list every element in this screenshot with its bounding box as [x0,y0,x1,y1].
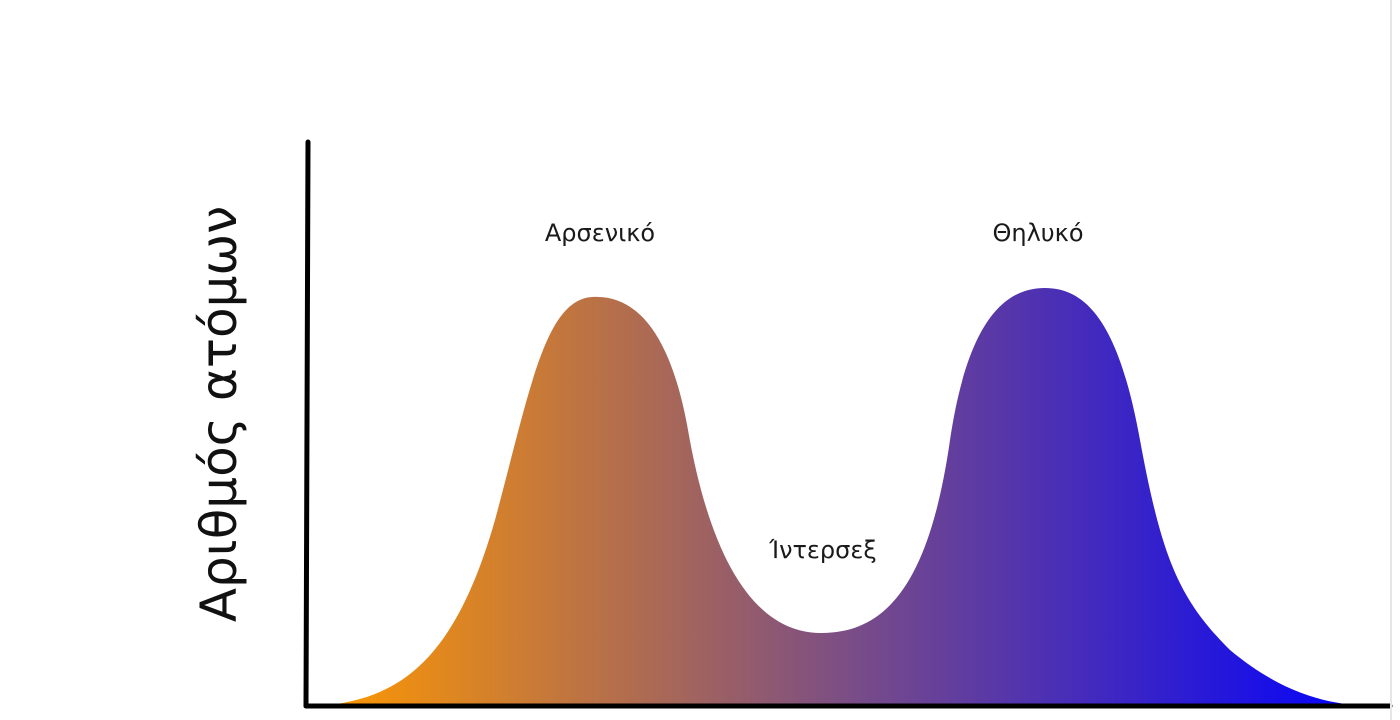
frame-edge [1390,0,1392,720]
label-male: Αρσενικό [545,219,655,247]
y-axis-title: Αριθμός ατόμων [190,206,248,622]
label-female: Θηλυκό [992,219,1083,247]
y-axis-line [303,139,311,709]
distribution-curve [318,288,1380,706]
label-intersex: Ίντερσεξ [768,536,876,564]
